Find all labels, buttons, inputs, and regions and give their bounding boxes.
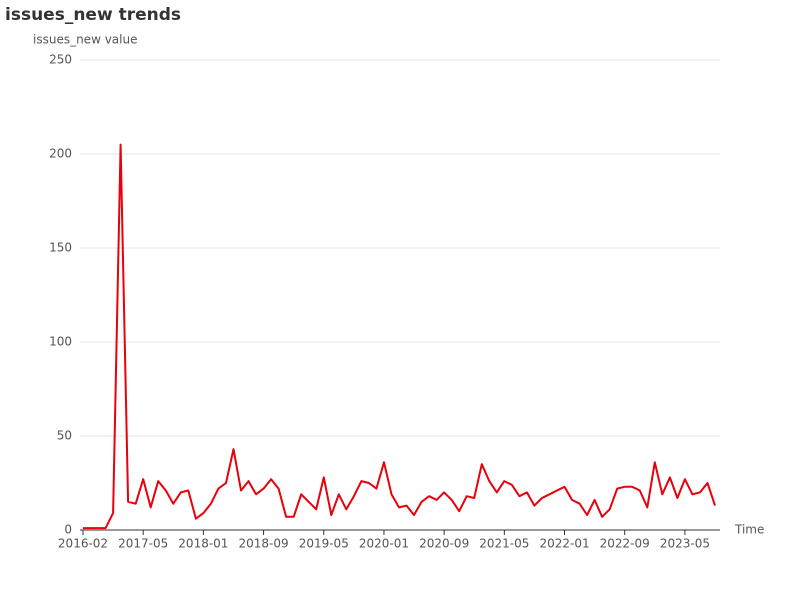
- y-tick-label: 0: [64, 523, 72, 537]
- chart-title: issues_new trends: [5, 5, 181, 25]
- y-tick-label: 200: [49, 147, 72, 161]
- x-tick-label: 2022-01: [539, 537, 589, 551]
- data-line: [83, 143, 716, 530]
- y-tick-label: 100: [49, 335, 72, 349]
- x-tick-label: 2019-05: [299, 537, 349, 551]
- y-tick-label: 150: [49, 241, 72, 255]
- x-tick-label: 2018-01: [178, 537, 228, 551]
- x-tick-label: 2022-09: [600, 537, 650, 551]
- x-tick-label: 2017-05: [118, 537, 168, 551]
- y-tick-label: 250: [49, 53, 72, 67]
- x-tick-label: 2020-09: [419, 537, 469, 551]
- y-tick-label: 50: [57, 429, 72, 443]
- x-tick-label: 2016-02: [58, 537, 108, 551]
- x-tick-label: 2021-05: [479, 537, 529, 551]
- x-axis-label: Time: [734, 523, 764, 537]
- x-tick-label: 2018-09: [239, 537, 289, 551]
- x-tick-label: 2023-05: [660, 537, 710, 551]
- x-tick-label: 2020-01: [359, 537, 409, 551]
- y-axis-label: issues_new value: [33, 33, 137, 47]
